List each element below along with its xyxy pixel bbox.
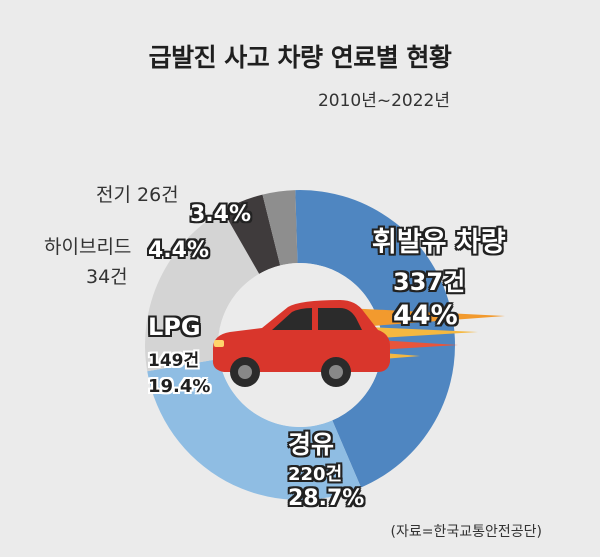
speed-flame-1 (345, 308, 505, 328)
car-windows (272, 308, 362, 330)
label-diesel-percent: 28.7% (288, 486, 365, 511)
label-hybrid-count: 34건 (86, 266, 128, 288)
label-diesel-name: 경유 (288, 430, 335, 459)
chart-title: 급발진 사고 차량 연료별 현황 (148, 43, 452, 72)
label-gasoline-name: 휘발유 차량 (372, 227, 506, 258)
label-gasoline-percent: 44% (393, 300, 458, 331)
label-lpg-name: LPG (148, 313, 201, 341)
label-electric-name: 전기 26건 (96, 184, 179, 206)
car-illustration (212, 300, 505, 387)
chart-subtitle: 2010년~2022년 (317, 91, 450, 111)
label-gasoline-count: 337건 (393, 268, 466, 296)
label-electric-percent: 3.4% (190, 202, 252, 227)
label-diesel-count: 220건 (288, 464, 343, 485)
label-hybrid-percent: 4.4% (148, 238, 210, 263)
car-headlight (214, 340, 224, 347)
slice-lpg (145, 210, 260, 372)
source-note: (자료=한국교통안전공단) (390, 524, 542, 540)
slice-gasoline (295, 190, 456, 488)
slice-diesel (147, 358, 362, 500)
slice-electric (262, 190, 298, 266)
label-lpg-percent: 19.4% (148, 376, 211, 397)
slice-hybrid (222, 194, 281, 274)
label-lpg-count: 149건 (148, 351, 200, 371)
label-hybrid-name: 하이브리드 (44, 236, 132, 258)
